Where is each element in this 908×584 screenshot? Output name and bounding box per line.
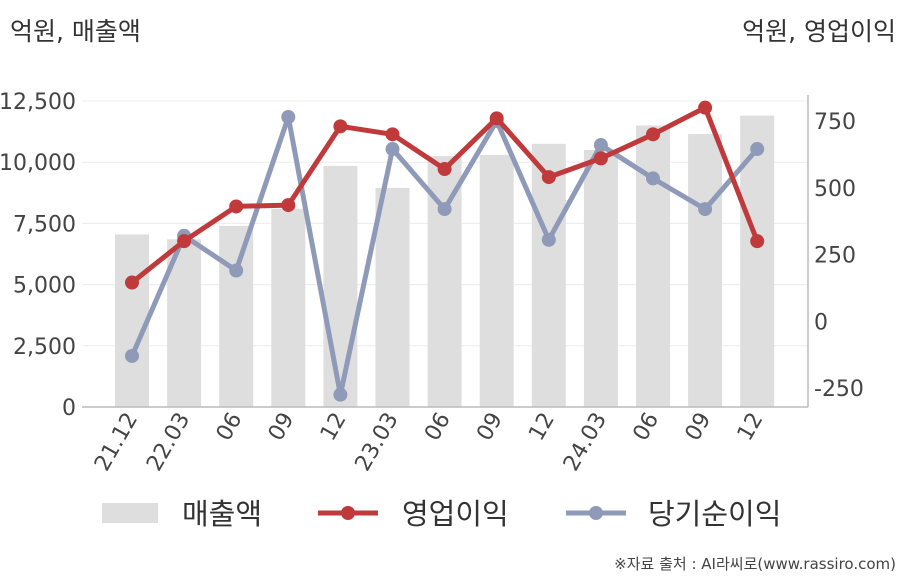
net-income-point <box>750 142 765 157</box>
operating-profit-point <box>281 198 296 213</box>
x-tick-label: 09 <box>681 409 717 446</box>
bar <box>219 225 254 407</box>
x-tick-label: 12 <box>524 409 560 446</box>
bar <box>375 187 410 407</box>
right-tick-label: 500 <box>814 177 856 202</box>
bar <box>531 143 566 407</box>
left-tick-label: 0 <box>62 396 76 421</box>
right-tick-label: 0 <box>814 310 828 335</box>
operating-profit-point <box>437 162 452 177</box>
x-tick-label: 06 <box>629 409 665 446</box>
left-tick-label: 12,500 <box>0 90 76 115</box>
bar <box>583 149 618 407</box>
left-axis-unit-label: 억원, 매출액 <box>10 17 141 46</box>
right-tick-label: 750 <box>814 110 856 135</box>
operating-profit-point <box>177 234 192 249</box>
right-tick-label: -250 <box>814 377 864 402</box>
x-tick-label: 22.03 <box>142 409 195 476</box>
x-tick-label: 06 <box>420 409 456 446</box>
bar <box>636 125 670 407</box>
net-income-point <box>541 232 556 247</box>
bar <box>323 165 358 407</box>
operating-profit-point <box>593 151 608 166</box>
x-tick-label: 23.03 <box>351 409 404 476</box>
legend-label: 영업이익 <box>402 497 509 531</box>
left-tick-label: 7,500 <box>13 212 76 237</box>
net-income-point <box>646 171 660 186</box>
x-tick-label: 09 <box>264 409 300 446</box>
bar <box>479 154 514 407</box>
x-tick-label: 24.03 <box>559 409 612 476</box>
right-tick-label: 250 <box>814 244 856 269</box>
legend-label: 당기순이익 <box>648 497 781 531</box>
x-tick-label: 06 <box>212 409 248 446</box>
right-axis-unit-label: 억원, 영업이익 <box>742 17 896 46</box>
net-income-point <box>437 202 452 217</box>
left-tick-label: 5,000 <box>13 274 76 299</box>
net-income-point <box>281 109 296 124</box>
operating-profit-point <box>698 100 713 115</box>
source-note: ※자료 출처 : AI라씨로(www.rassiro.com) <box>614 555 896 573</box>
legend-swatch-marker <box>589 506 603 520</box>
x-tick-label: 12 <box>733 409 769 446</box>
operating-profit-point <box>333 119 348 134</box>
legend-label: 매출액 <box>182 497 262 531</box>
operating-profit-point <box>489 111 504 126</box>
net-income-point <box>229 263 244 278</box>
net-income-point <box>698 202 713 217</box>
x-tick-label: 09 <box>472 409 508 446</box>
net-income-point <box>593 138 608 153</box>
bar <box>688 134 723 407</box>
legend-swatch-marker <box>341 506 355 520</box>
legend-swatch-bar <box>102 503 158 523</box>
operating-profit-point <box>750 234 765 249</box>
net-income-point <box>385 142 400 157</box>
x-tick-label: 21.12 <box>90 409 143 476</box>
operating-profit-point <box>125 275 139 290</box>
left-tick-label: 10,000 <box>0 151 76 176</box>
net-income-point <box>125 348 139 363</box>
bar <box>115 234 149 407</box>
net-income-point <box>333 387 348 402</box>
operating-profit-point <box>385 127 400 142</box>
operating-profit-point <box>646 127 660 142</box>
operating-profit-point <box>229 199 244 214</box>
x-tick-label: 12 <box>316 409 352 446</box>
bar <box>271 208 306 407</box>
left-tick-label: 2,500 <box>13 335 76 360</box>
operating-profit-point <box>541 170 556 185</box>
